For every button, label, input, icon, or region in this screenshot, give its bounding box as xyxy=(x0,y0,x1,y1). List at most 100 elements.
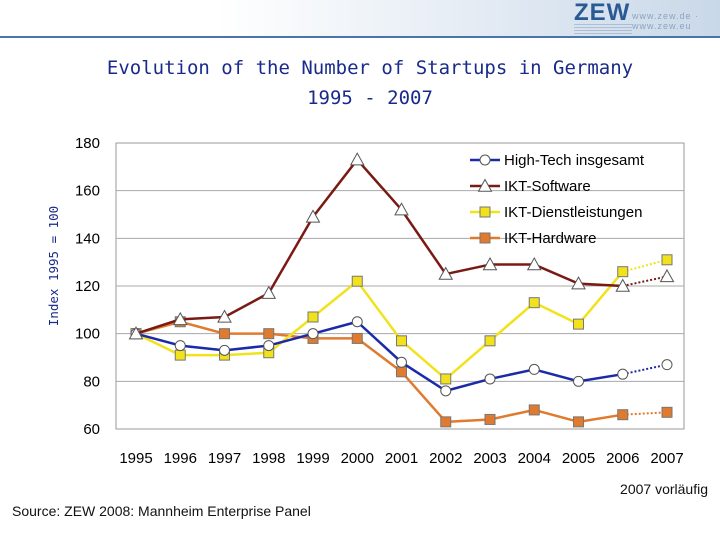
data-point-2004 xyxy=(528,363,540,375)
series-line-preliminary xyxy=(622,275,668,287)
logo-subtitle-lines xyxy=(574,24,632,34)
x-tick-2002: 2002 xyxy=(429,450,462,467)
x-tick-1997: 1997 xyxy=(208,450,241,467)
data-point-2003 xyxy=(482,257,498,271)
y-tick-160: 160 xyxy=(75,183,100,200)
legend-label: IKT-Dienstleistungen xyxy=(504,204,642,221)
data-point-1996 xyxy=(174,349,186,361)
data-point-2000 xyxy=(351,275,363,287)
x-tick-1999: 1999 xyxy=(296,450,329,467)
data-point-2003 xyxy=(484,335,496,347)
logo-text: ZEW xyxy=(574,0,631,26)
data-point-1998 xyxy=(263,340,275,352)
data-point-1999 xyxy=(305,209,321,223)
legend-marker xyxy=(477,178,493,192)
legend-marker xyxy=(479,232,491,244)
series-line-preliminary xyxy=(622,411,668,416)
legend-marker xyxy=(479,206,491,218)
legend-item-ikt-software: IKT-Software xyxy=(470,178,591,195)
data-point-2002 xyxy=(438,266,454,280)
y-tick-120: 120 xyxy=(75,278,100,295)
series-line xyxy=(135,158,623,335)
data-point-2001 xyxy=(394,202,409,216)
data-point-2006 xyxy=(617,266,629,278)
y-tick-60: 60 xyxy=(83,421,100,438)
x-tick-labels: 1995 1996 1997 1998 1999 2000 2001 2002 2003 2004… xyxy=(119,450,683,467)
data-point-2000 xyxy=(351,332,363,344)
x-tick-2005: 2005 xyxy=(562,450,595,467)
series-line xyxy=(135,320,623,424)
header-rule xyxy=(0,36,720,38)
x-tick-2003: 2003 xyxy=(473,450,506,467)
data-point-1997 xyxy=(219,328,230,340)
y-axis-label: Index 1995 = 100 xyxy=(46,206,61,326)
y-tick-100: 100 xyxy=(75,326,100,343)
data-point-2002 xyxy=(440,416,452,428)
data-point-2003 xyxy=(484,373,496,385)
y-tick-80: 80 xyxy=(83,373,100,390)
data-point-2003 xyxy=(484,413,496,425)
data-point-2000 xyxy=(351,316,363,328)
data-point-2002 xyxy=(440,385,452,397)
data-point-2005 xyxy=(573,416,584,428)
data-point-1995 xyxy=(128,326,144,340)
series-line-preliminary xyxy=(622,363,668,376)
legend-label: High-Tech insgesamt xyxy=(504,152,645,169)
legend-item-ikt-dienstleistungen: IKT-Dienstleistungen xyxy=(470,204,642,221)
y-tick-180: 180 xyxy=(75,135,100,152)
x-tick-2006: 2006 xyxy=(606,450,639,467)
x-tick-2004: 2004 xyxy=(518,450,551,467)
legend-item-high-tech-insgesamt: High-Tech insgesamt xyxy=(470,152,645,169)
data-point-2001 xyxy=(396,335,407,347)
legend-marker xyxy=(479,154,491,166)
data-point-1998 xyxy=(261,285,277,299)
chart-title: Evolution of the Number of Startups in G… xyxy=(106,57,634,79)
data-point-2001 xyxy=(396,366,407,378)
legend-label: IKT-Hardware xyxy=(504,230,597,247)
grid-lines xyxy=(116,190,684,382)
data-point-2005 xyxy=(571,276,586,290)
y-tick-140: 140 xyxy=(75,230,100,247)
data-point-2005 xyxy=(573,318,584,330)
data-point-2005 xyxy=(573,375,584,387)
series-high-tech-insgesamt xyxy=(130,316,673,397)
footnote-preliminary: 2007 vorläufig xyxy=(620,481,708,497)
data-point-2000 xyxy=(349,152,365,166)
data-point-2002 xyxy=(440,373,452,385)
data-point-1997 xyxy=(219,344,230,356)
zew-logo: ZEW xyxy=(568,0,632,36)
data-point-1997 xyxy=(217,309,232,323)
data-point-1998 xyxy=(263,328,275,340)
data-point-2004 xyxy=(526,257,542,271)
data-point-2007 xyxy=(661,254,673,266)
data-point-1996 xyxy=(174,340,186,352)
data-point-2004 xyxy=(528,297,540,309)
legend-label: IKT-Software xyxy=(504,178,591,195)
data-point-2007 xyxy=(661,359,673,371)
data-point-2001 xyxy=(396,356,407,368)
data-point-1996 xyxy=(172,311,188,326)
x-tick-1998: 1998 xyxy=(252,450,285,467)
series-line-preliminary xyxy=(622,258,668,273)
data-point-2006 xyxy=(617,409,629,421)
data-point-2006 xyxy=(617,368,629,380)
series-ikt-software xyxy=(128,152,675,340)
legend-item-ikt-hardware: IKT-Hardware xyxy=(470,230,597,247)
data-point-2007 xyxy=(661,406,673,418)
series-line xyxy=(135,320,623,393)
x-tick-2000: 2000 xyxy=(341,450,374,467)
x-tick-2001: 2001 xyxy=(385,450,418,467)
x-tick-1995: 1995 xyxy=(119,450,152,467)
x-tick-1996: 1996 xyxy=(164,450,197,467)
series-group xyxy=(128,152,675,428)
data-point-2007 xyxy=(659,268,675,283)
header-url: www.zew.de · www.zew.eu xyxy=(632,11,700,31)
chart-subtitle: 1995 - 2007 xyxy=(307,87,433,109)
data-point-2004 xyxy=(528,404,540,416)
source-note: Source: ZEW 2008: Mannheim Enterprise Pa… xyxy=(12,503,311,519)
series-line xyxy=(135,270,624,381)
legend: High-Tech insgesamt IKT-Software IKT-Diens… xyxy=(470,152,645,247)
data-point-1999 xyxy=(307,328,319,340)
y-tick-labels: 60 80 100 120 140 160 180 xyxy=(75,135,100,438)
